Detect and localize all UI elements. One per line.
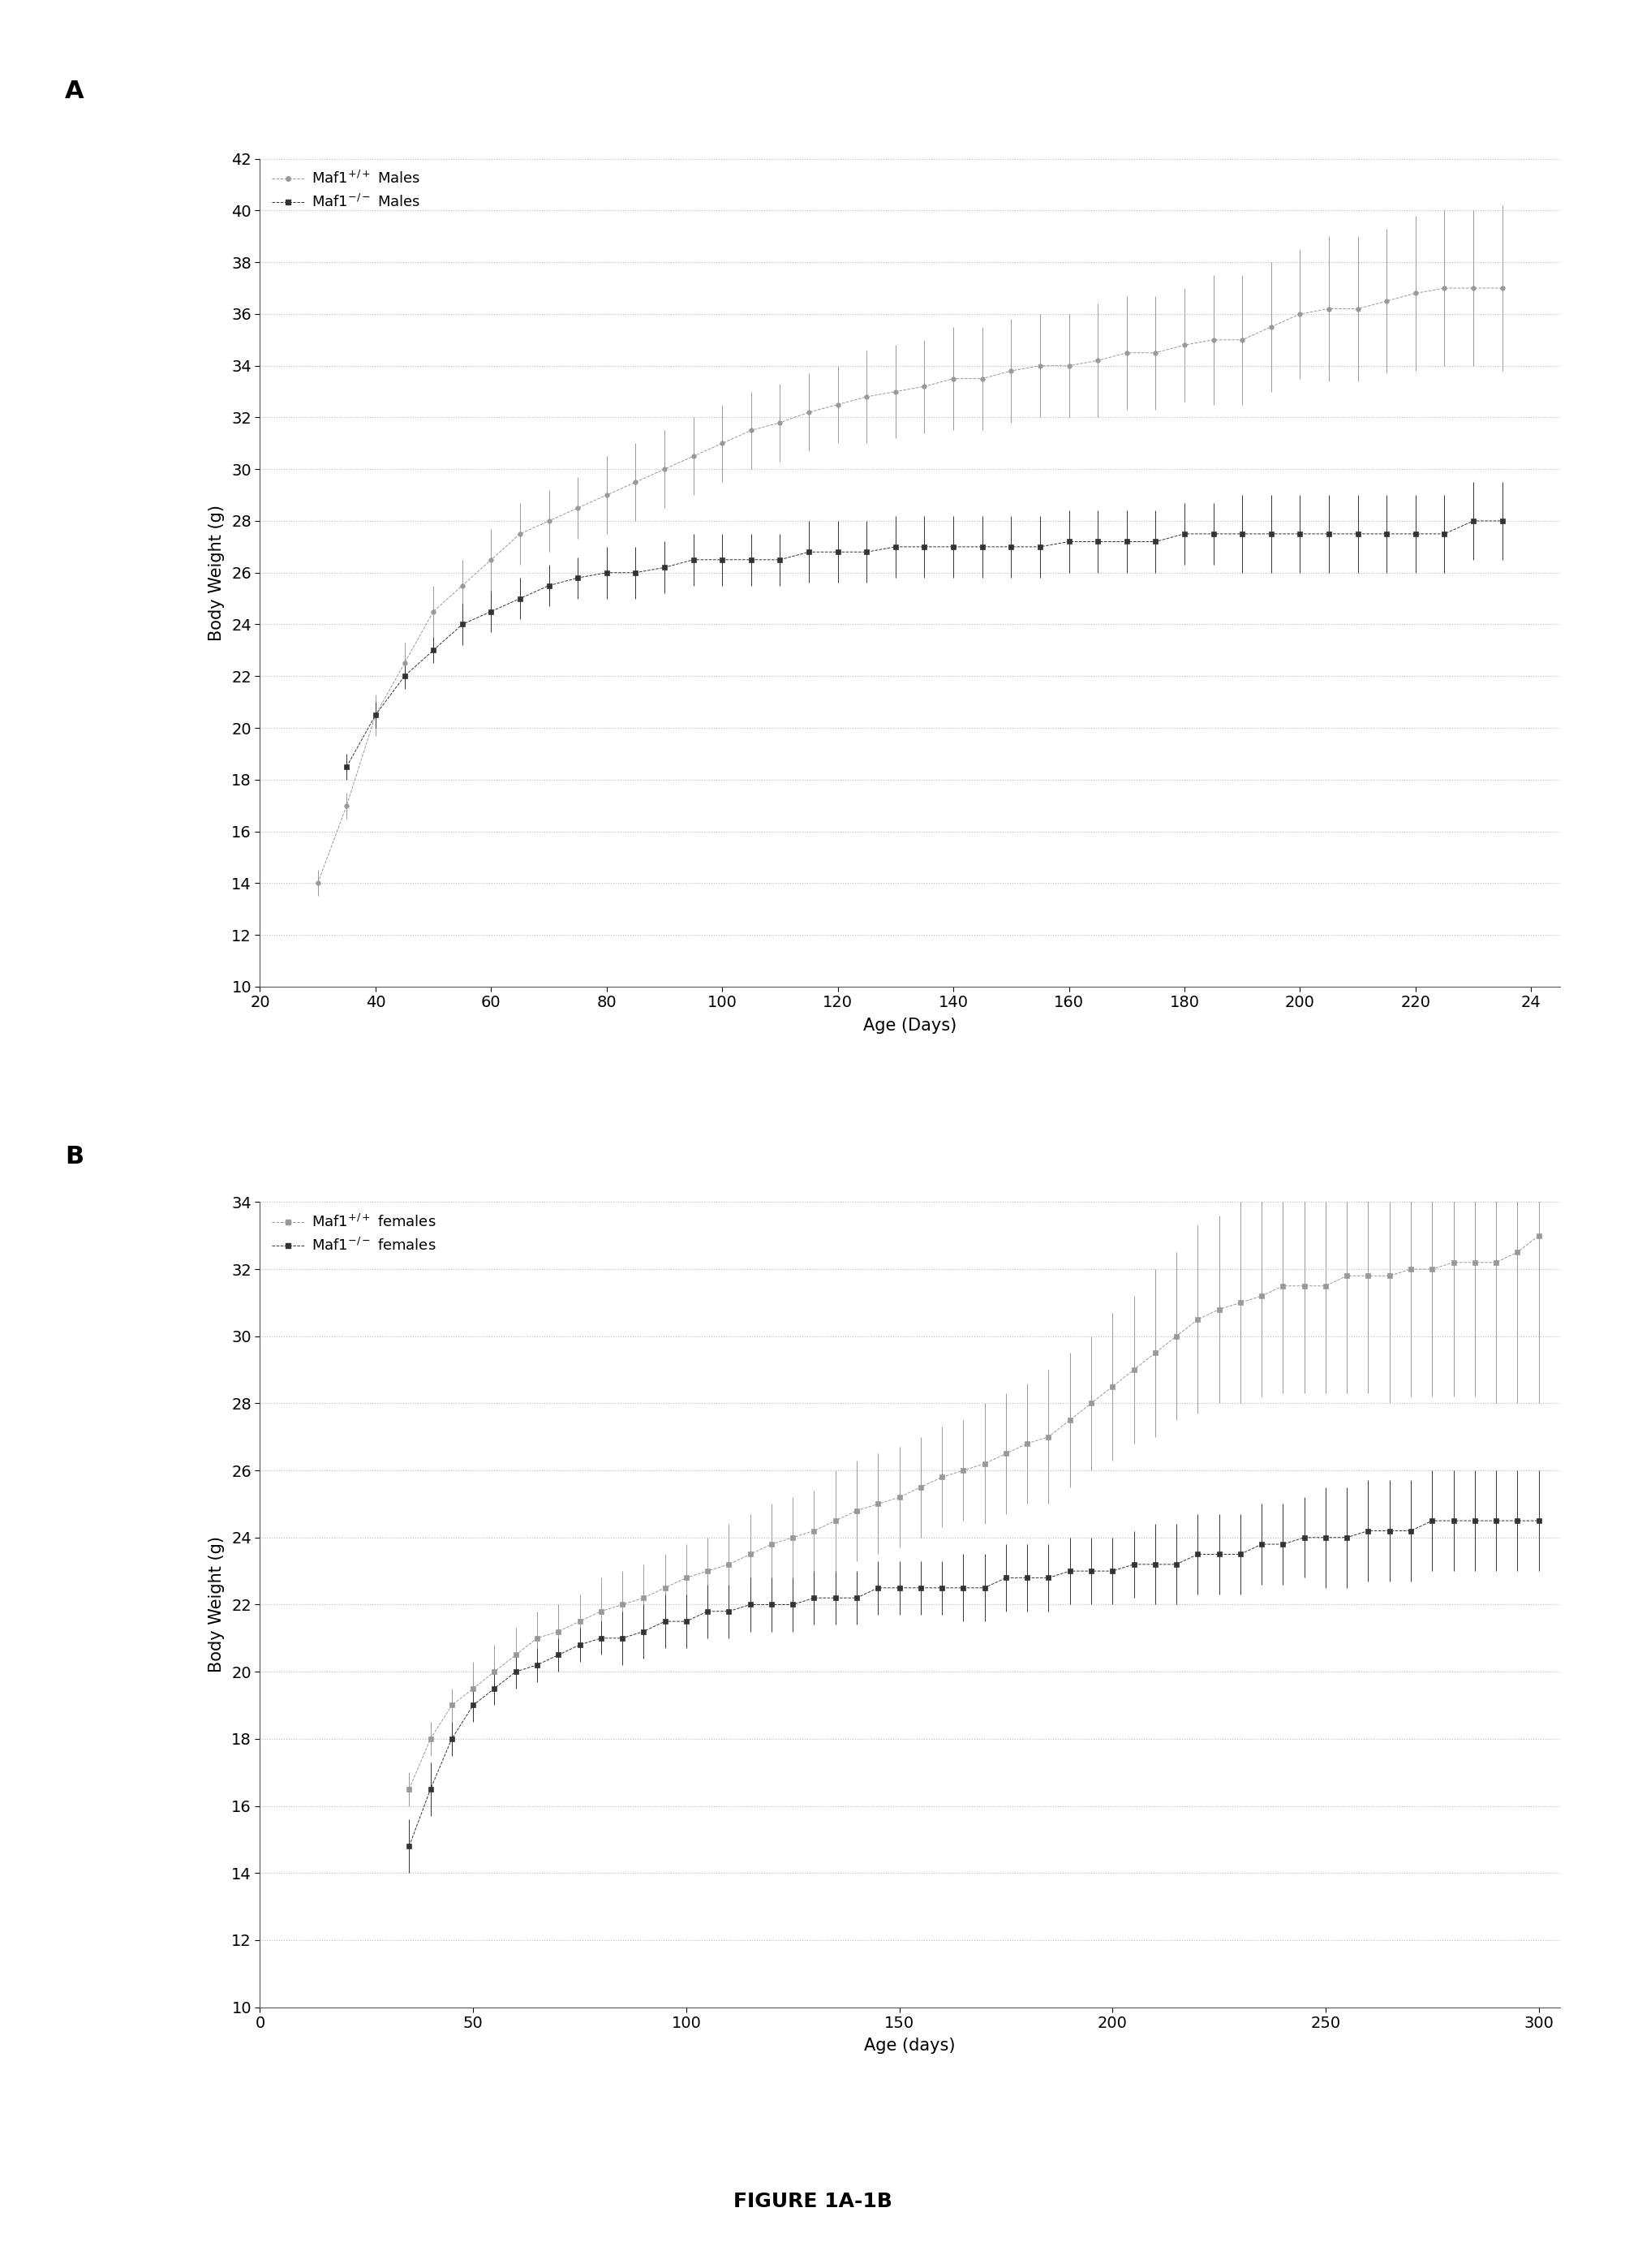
Text: FIGURE 1A-1B: FIGURE 1A-1B — [733, 2191, 892, 2211]
Legend: Maf1$^{+/+}$ females, Maf1$^{-/-}$ females: Maf1$^{+/+}$ females, Maf1$^{-/-}$ femal… — [268, 1209, 440, 1259]
X-axis label: Age (days): Age (days) — [864, 2039, 955, 2055]
X-axis label: Age (Days): Age (Days) — [863, 1018, 957, 1034]
Y-axis label: Body Weight (g): Body Weight (g) — [208, 1535, 224, 1674]
Text: A: A — [65, 79, 84, 102]
Legend: Maf1$^{+/+}$ Males, Maf1$^{-/-}$ Males: Maf1$^{+/+}$ Males, Maf1$^{-/-}$ Males — [268, 166, 424, 215]
Y-axis label: Body Weight (g): Body Weight (g) — [208, 503, 224, 642]
Text: B: B — [65, 1145, 84, 1168]
